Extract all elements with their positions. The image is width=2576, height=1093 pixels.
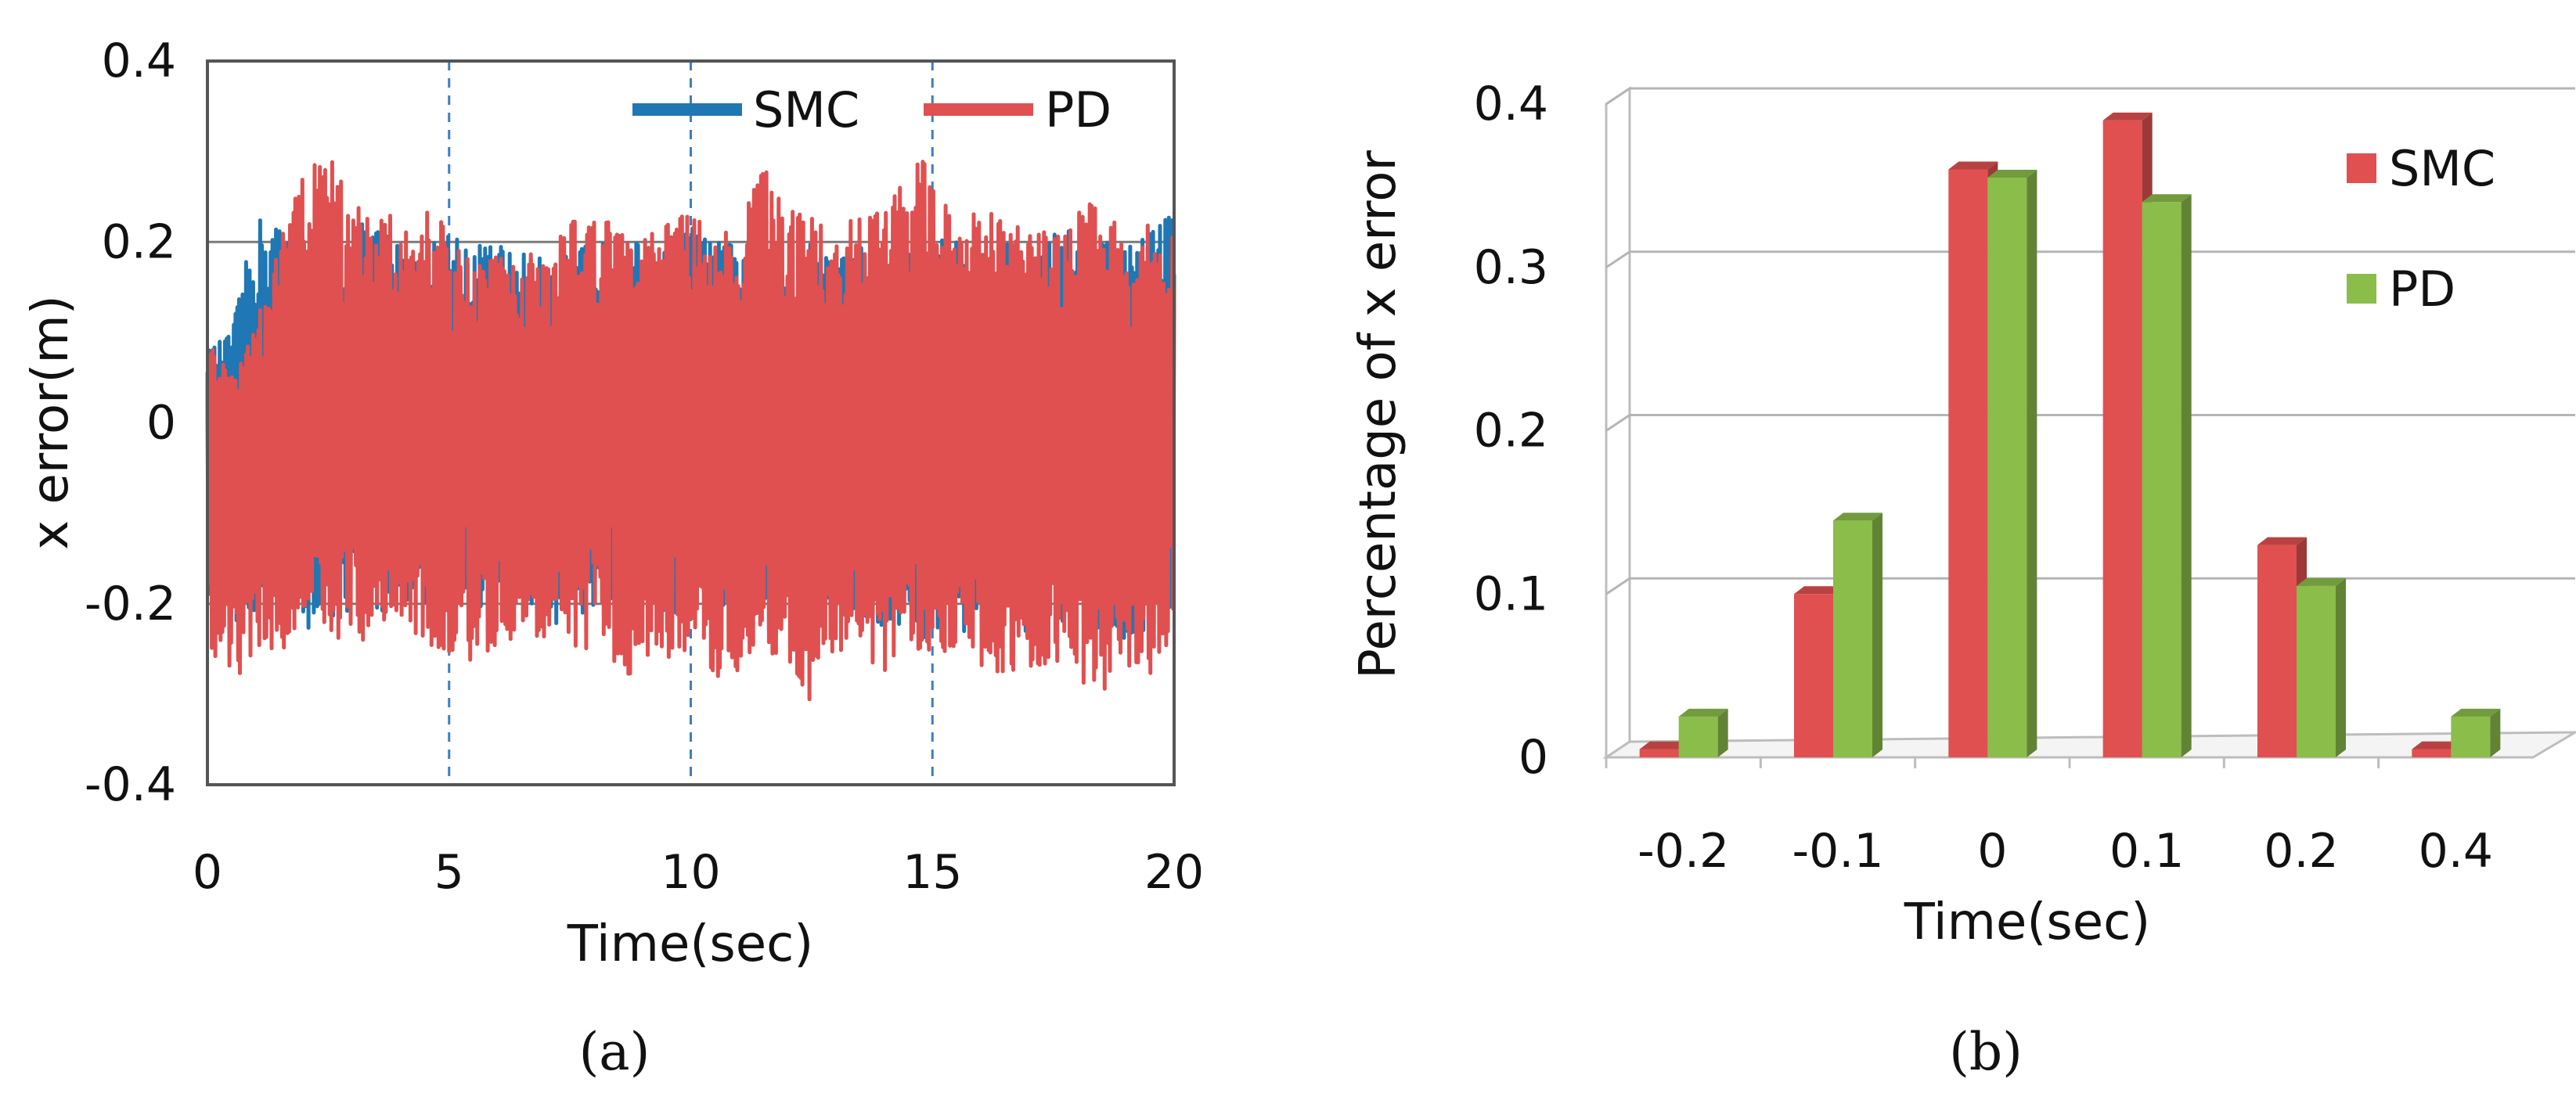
panel-b-bar-pd	[2297, 585, 2336, 757]
panel-b-bar-top-smc	[1639, 741, 1689, 750]
panel-b-bar-top-pd	[1678, 708, 1728, 717]
panel-a-series	[205, 160, 1176, 702]
panel-b-y-tick-label: 0.1	[1474, 566, 1548, 621]
panel-b-bar-side-pd	[2027, 169, 2037, 757]
panel-a-plot-frame	[206, 59, 1176, 786]
panel-b-bar-side-pd	[1872, 512, 1882, 757]
panel-b-y-tick-label: 0	[1519, 730, 1548, 785]
panel-b-h-gridline	[1605, 414, 2575, 432]
panel-b-bar-top-smc	[2102, 112, 2153, 120]
panel-b-bar-smc	[2412, 749, 2452, 757]
panel-b-bar-smc	[2102, 120, 2142, 757]
panel-a-x-tick-label: 20	[1144, 845, 1204, 900]
panel-a-legend: SMC PD	[632, 81, 1111, 138]
panel-b-bar-top-pd	[1833, 512, 1882, 521]
panel-b-bar-smc	[2257, 545, 2297, 757]
panel-b-y-tick-label: 0.3	[1474, 240, 1548, 295]
panel-a-y-tick-label: -0.4	[85, 757, 176, 812]
panel-b-bar-top-pd	[2142, 194, 2192, 203]
panel-b-bar-pd	[2451, 716, 2491, 757]
panel-b-bar-top-smc	[1794, 586, 1843, 595]
panel-b-ticks: 0.4 0.3 0.2 0.1 0 -0.2 -0.1 0 0.1 0.2 0.4	[1474, 77, 2493, 879]
panel-a-x-tick-label: 0	[193, 845, 222, 900]
panel-b-x-tick-label: 0	[1977, 824, 2007, 879]
panel-b-x-tick-label: 0.4	[2419, 824, 2493, 879]
panel-b-bar-side-pd	[2181, 194, 2192, 757]
panel-b-legend: SMC PD	[2347, 140, 2495, 318]
panel-b-y-tick-label: 0.4	[1474, 77, 1548, 131]
panel-a-caption: (a)	[579, 1022, 650, 1082]
panel-b-bar-smc	[1794, 594, 1833, 757]
panel-b-y-axis-label: Percentage of x error	[1349, 150, 1407, 679]
panel-b-bar-pd	[2142, 202, 2181, 757]
panel-b-bar-smc	[1948, 169, 1988, 757]
panel-b-h-gridline	[1605, 577, 2575, 595]
panel-b-bar-smc	[1639, 749, 1679, 757]
panel-a-series-line-pd	[205, 160, 1176, 702]
panel-b-bar-side-pd	[1717, 708, 1728, 757]
panel-a-line-chart: 0.4 0.2 0 -0.2 -0.4 0 5 10 15 20 SMC PD Time(sec)…	[22, 34, 1204, 1082]
panel-b-bar-top-smc	[2412, 741, 2462, 750]
panel-b-bar-chart: 0.4 0.3 0.2 0.1 0 -0.2 -0.1 0 0.1 0.2 0.4 SMC PD T…	[1349, 77, 2576, 1082]
panel-b-x-tick-label: -0.1	[1792, 824, 1883, 879]
panel-b-h-gridline	[1605, 87, 2575, 106]
panel-b-bar-pd	[1987, 177, 2027, 757]
legend-label-smc: SMC	[753, 81, 859, 138]
panel-a-x-tick-label: 5	[434, 845, 464, 900]
panel-a-y-tick-label: -0.2	[85, 577, 176, 631]
panel-a-y-tick-label: 0.4	[102, 34, 176, 88]
panel-b-bar-side-pd	[2336, 577, 2346, 757]
panel-b-bar-side-pd	[2490, 708, 2501, 757]
panel-b-x-tick-label: -0.2	[1637, 824, 1729, 879]
panel-b-bar-pd	[1833, 520, 1872, 757]
legend-swatch-smc	[2347, 153, 2376, 183]
panel-b-bar-top-pd	[2451, 708, 2501, 717]
legend-label-smc: SMC	[2389, 140, 2495, 197]
legend-swatch-pd	[2347, 274, 2376, 304]
panel-b-y-tick-label: 0.2	[1474, 404, 1548, 458]
legend-label-pd: PD	[2389, 261, 2455, 318]
legend-label-pd: PD	[1045, 81, 1111, 138]
panel-b-x-tick-label: 0.2	[2264, 824, 2338, 879]
panel-b-caption: (b)	[1949, 1022, 2023, 1082]
panel-a-x-tick-label: 15	[903, 845, 962, 900]
panel-a-y-tick-label: 0.2	[102, 214, 176, 269]
panel-a-x-tick-label: 10	[661, 845, 720, 900]
panel-a-ticks: 0.4 0.2 0 -0.2 -0.4 0 5 10 15 20	[85, 34, 1204, 900]
panel-b-x-tick-label: 0.1	[2109, 824, 2184, 879]
panel-a-y-axis-label: x error(m)	[22, 295, 80, 549]
panel-b-bar-top-pd	[2297, 577, 2346, 586]
panel-b-h-gridline	[1605, 250, 2575, 268]
panel-b-bars	[1639, 112, 2501, 757]
panel-b-bar-top-pd	[1987, 169, 2037, 178]
panel-b-bar-top-smc	[1948, 161, 1998, 170]
panel-b-x-axis-label: Time(sec)	[1904, 893, 2150, 951]
panel-a-x-axis-label: Time(sec)	[567, 915, 813, 973]
panel-b-bar-top-smc	[2257, 537, 2307, 545]
panel-b-bar-pd	[1678, 716, 1718, 757]
panel-a-y-tick-label: 0	[146, 396, 176, 451]
